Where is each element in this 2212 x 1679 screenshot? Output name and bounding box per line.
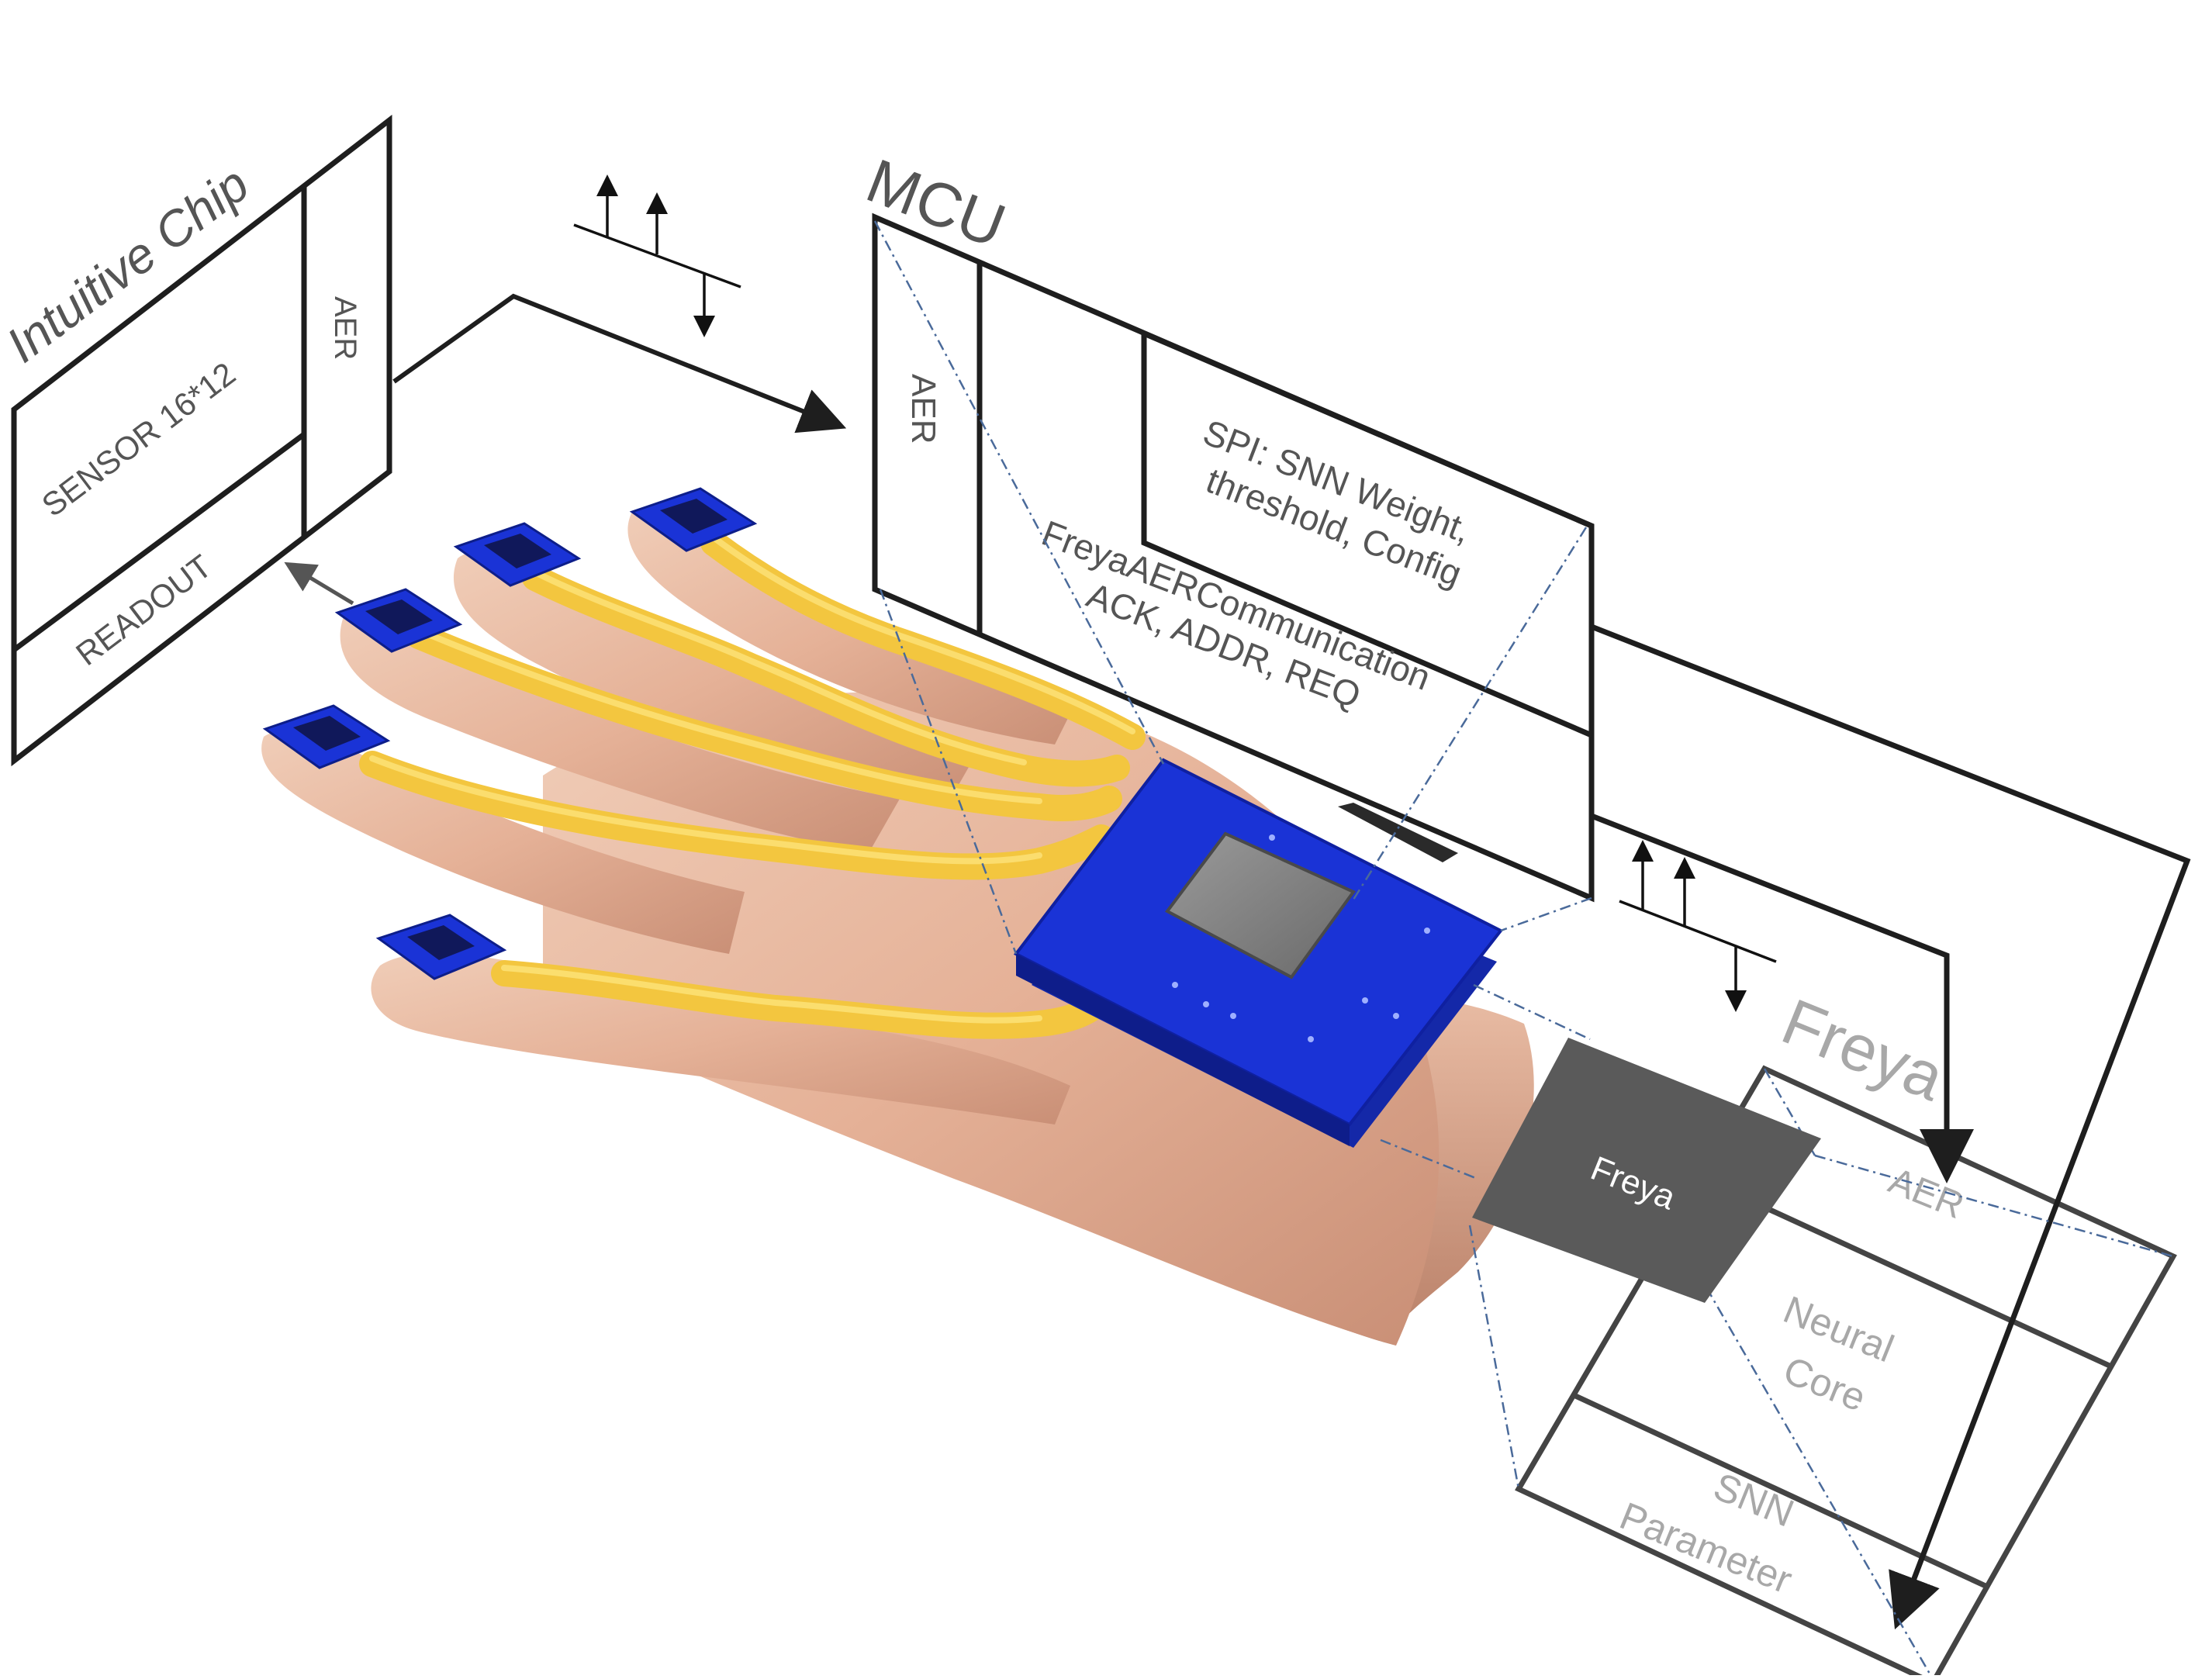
- freya-block-outline: [1515, 1065, 2177, 1679]
- intuitive-chip-sensor-label: SENSOR 16*12: [35, 355, 242, 523]
- handshake-arrows-icon: [573, 174, 741, 337]
- intuitive-chip-readout-divider: [12, 432, 306, 652]
- mcu-to-freya-aer-arrow: [1590, 813, 1974, 1183]
- intuitive-chip-block: Intuitive Chip SENSOR 16*12 READOUT AER: [0, 114, 392, 767]
- ribbon-highlights: [369, 534, 1135, 1024]
- fingertip-sensor-ring: [453, 522, 582, 587]
- freya-snn-divider: [1571, 1391, 1987, 1589]
- thumb: [371, 953, 1070, 1125]
- sensor-ribbons: [359, 530, 1146, 1039]
- pcb-chip: [1164, 831, 1357, 979]
- pcb-vias: [1172, 834, 1430, 1042]
- pcb-edge: [1016, 954, 1350, 1146]
- freya-chip-tile: [1472, 1038, 1821, 1303]
- ribbon-pinky: [491, 960, 1115, 1039]
- fingertip-sensor-middle: [334, 588, 463, 653]
- freya-aer-divider: [1701, 1176, 2113, 1370]
- intuitive-chip-readout-label: READOUT: [69, 548, 218, 672]
- freya-snn-line1: SNN: [1708, 1464, 1800, 1535]
- freya-block-title: Freya: [1772, 985, 1955, 1115]
- pcb-connector: [1338, 803, 1458, 862]
- fingertip-sensor-index: [262, 704, 391, 769]
- fingertip-sensor-pinky: [375, 914, 507, 980]
- ribbon-middle: [406, 623, 1122, 821]
- finger-pinky: [261, 731, 745, 954]
- hand-illustration-icon: [261, 487, 1534, 1346]
- chip-to-mcu-arrow: [392, 293, 847, 434]
- ribbon-little: [700, 530, 1146, 750]
- main-pcb: [1013, 758, 1504, 1148]
- freya-chip: Freya: [1472, 1038, 1821, 1303]
- handshake-arrows-icon-lower: [1619, 840, 1777, 1012]
- ribbon-ring: [522, 565, 1130, 787]
- fingertip-to-readout-arrow: [284, 561, 354, 606]
- freya-aer-label: AER: [1883, 1160, 1969, 1227]
- intuitive-chip-aer-label: AER: [328, 296, 362, 360]
- intuitive-chip-outline: [11, 114, 392, 767]
- fingertip-sensor-little: [629, 487, 758, 552]
- ribbon-index: [359, 751, 1115, 880]
- projection-lines: [873, 220, 2174, 1679]
- mcu-to-freya-snn-arrow: [1590, 624, 2191, 1630]
- mcu-spi-box: [1141, 329, 1595, 740]
- mcu-aer-label: AER: [904, 374, 942, 444]
- intuitive-chip-title: Intuitive Chip: [0, 156, 259, 373]
